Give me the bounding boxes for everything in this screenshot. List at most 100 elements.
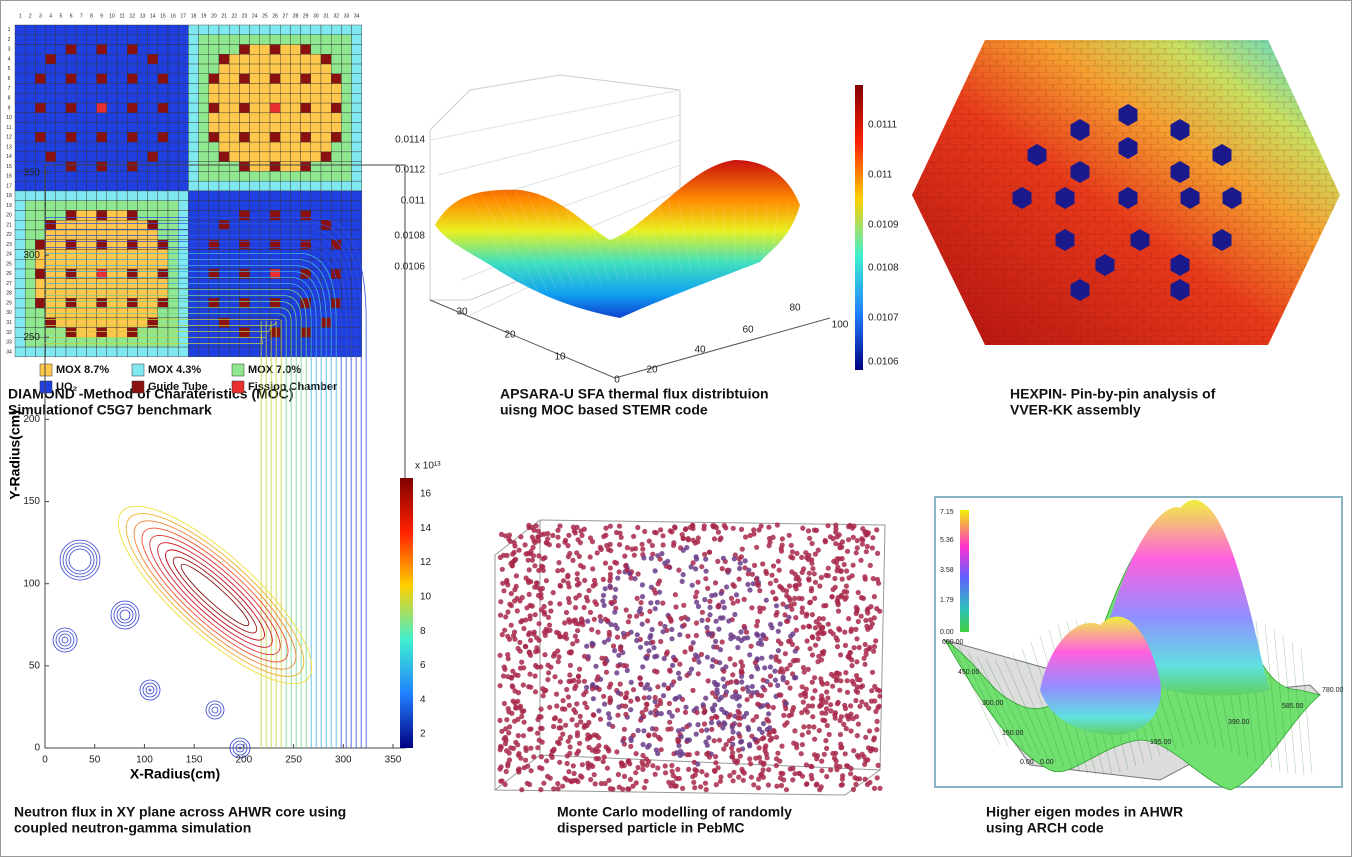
grid-cell: [116, 229, 128, 240]
particle: [802, 690, 809, 697]
particle: [572, 633, 579, 639]
grid-cell: [96, 24, 107, 35]
grid-cell: [126, 63, 138, 75]
particle: [867, 779, 873, 786]
grid-cell: [55, 102, 67, 114]
particle: [666, 700, 673, 707]
particle: [753, 739, 760, 745]
particle: [802, 707, 808, 713]
particle: [863, 702, 869, 708]
grid-cell: [249, 73, 261, 84]
particle: [713, 638, 719, 645]
grid-cell: [86, 112, 97, 123]
grid-cell: [35, 83, 46, 94]
particle: [709, 663, 715, 669]
grid-cell: [45, 249, 56, 260]
grid-cell: [167, 151, 179, 162]
grid-cell: [126, 112, 138, 123]
grid-cell: [167, 54, 179, 65]
particle: [819, 696, 826, 703]
grid-cell: [239, 298, 250, 309]
particle: [724, 567, 730, 573]
particle: [714, 690, 720, 696]
grid-cell: [157, 307, 169, 319]
particle: [536, 567, 542, 574]
contour: [232, 740, 248, 756]
particle: [560, 731, 566, 737]
particle: [595, 748, 601, 754]
particle: [749, 605, 755, 611]
grid-cell: [96, 54, 107, 65]
grid-cell: [14, 200, 26, 211]
grid-cell: [208, 288, 220, 299]
grid-cell: [218, 249, 230, 260]
particle: [643, 640, 650, 646]
particle: [620, 786, 626, 792]
grid-cell: [177, 171, 189, 182]
grid-cell: [269, 34, 281, 45]
particle: [567, 672, 573, 678]
particle: [854, 659, 860, 665]
particle: [843, 583, 850, 589]
grid-cell: [228, 229, 240, 240]
grid-cell: [249, 44, 261, 55]
mesh-line: [491, 190, 539, 293]
axis-tick-label: 0.00: [1020, 759, 1034, 766]
particle: [813, 642, 819, 648]
grid-cell: [290, 288, 301, 299]
particle: [746, 741, 753, 747]
particle: [692, 594, 699, 600]
particle: [721, 522, 727, 529]
column-number: 32: [334, 13, 340, 19]
grid-cell: [14, 229, 26, 240]
grid-cell: [157, 249, 169, 260]
grid-cell: [228, 288, 240, 299]
grid-cell: [177, 219, 189, 231]
grid-cell: [198, 93, 210, 104]
particle: [789, 641, 796, 648]
grid-cell: [198, 102, 210, 114]
mesh-line: [502, 189, 548, 292]
particle: [817, 583, 823, 589]
particle: [574, 722, 580, 728]
particle: [545, 531, 551, 537]
grid-cell: [14, 93, 26, 104]
grid-cell: [351, 180, 363, 192]
particle: [566, 532, 572, 538]
particle: [650, 551, 656, 557]
particle: [641, 695, 647, 701]
particle: [812, 579, 819, 585]
grid-cell: [198, 200, 210, 211]
particle: [830, 586, 836, 593]
grid-cell: [167, 259, 179, 270]
grid-cell: [249, 190, 261, 201]
particle: [615, 690, 621, 696]
grid-cell: [86, 141, 97, 153]
particle: [515, 767, 522, 773]
grid-cell: [259, 210, 271, 221]
particle: [773, 603, 780, 609]
particle: [862, 776, 868, 782]
particle: [834, 675, 840, 681]
grid-cell: [14, 132, 26, 143]
particle: [877, 693, 883, 699]
grid-cell: [86, 307, 97, 319]
grid-cell: [116, 190, 128, 201]
water-hole: [1012, 187, 1032, 209]
grid-cell: [351, 200, 363, 211]
particle: [869, 669, 876, 675]
grid-cell: [300, 346, 312, 358]
grid-cell: [106, 83, 118, 94]
grid-cell: [96, 200, 107, 211]
particle: [639, 582, 646, 588]
particle: [793, 582, 799, 589]
grid-cell: [55, 54, 67, 65]
grid-cell: [147, 141, 159, 153]
particle: [518, 534, 524, 540]
grid-cell: [86, 249, 97, 260]
particle: [726, 738, 732, 744]
grid-cell: [290, 249, 301, 260]
grid-cell: [198, 171, 210, 182]
grid-cell: [147, 161, 159, 172]
